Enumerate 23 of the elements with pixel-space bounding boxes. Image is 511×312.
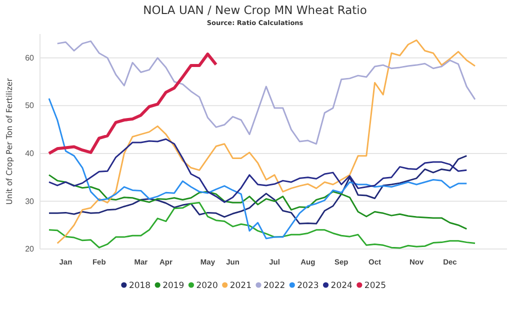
y-tick-label: 50 xyxy=(25,101,35,110)
y-axis-title: Unit of Crop Per Ton of Fertilizer xyxy=(5,78,14,205)
line-series xyxy=(48,52,218,155)
legend-label: 2025 xyxy=(364,281,386,291)
y-tick-label: 20 xyxy=(25,244,35,254)
legend-label: 2020 xyxy=(196,281,218,291)
legend-label: 2019 xyxy=(162,281,184,291)
line-series xyxy=(48,138,468,203)
legend-label: 2022 xyxy=(264,281,286,291)
line-series xyxy=(48,98,468,240)
y-tick-label: 40 xyxy=(25,149,35,158)
line-series xyxy=(48,202,476,249)
legend-label: 2024 xyxy=(330,281,352,291)
legend-label: 2023 xyxy=(297,281,319,291)
y-tick-label: 30 xyxy=(25,196,35,206)
y-tick-label: 60 xyxy=(25,53,35,62)
chart-title: NOLA UAN / New Crop MN Wheat Ratio xyxy=(143,3,367,17)
line-series xyxy=(56,39,476,244)
line-series xyxy=(48,155,468,224)
line-series xyxy=(48,174,468,230)
line-series xyxy=(56,40,476,145)
legend-label: 2018 xyxy=(128,281,151,291)
legend-label: 2021 xyxy=(230,281,252,291)
